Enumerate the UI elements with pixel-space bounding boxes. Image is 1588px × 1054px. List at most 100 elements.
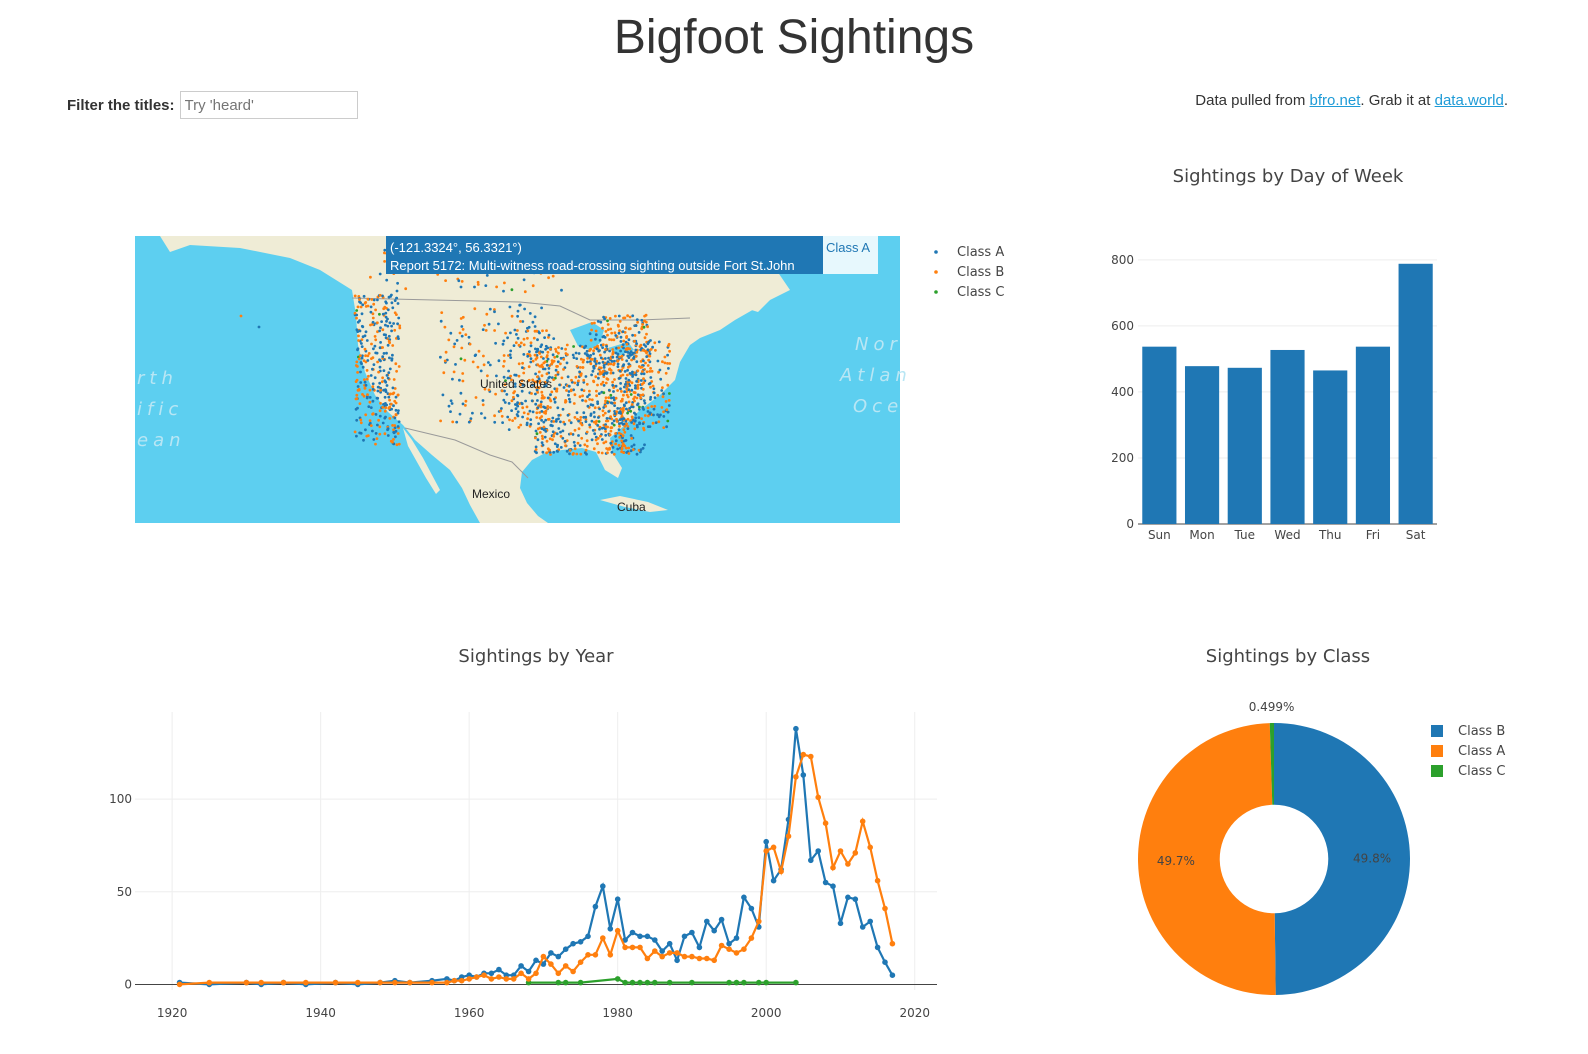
map-sighting-dot bbox=[537, 370, 541, 374]
map-sighting-dot bbox=[257, 325, 261, 329]
map-sighting-dot bbox=[554, 368, 558, 372]
map-sighting-dot bbox=[604, 396, 608, 400]
map-sighting-dot bbox=[539, 403, 543, 406]
year-series-point-a bbox=[793, 725, 799, 732]
map-legend-class-b[interactable]: Class B bbox=[957, 265, 1004, 280]
map-sighting-dot bbox=[589, 403, 593, 407]
map-sighting-dot bbox=[356, 385, 360, 388]
map-legend-class-a[interactable]: Class A bbox=[957, 245, 1004, 260]
year-series-point-a bbox=[652, 937, 658, 943]
map-sighting-dot bbox=[602, 315, 605, 319]
map-sighting-dot bbox=[395, 369, 398, 373]
map-sighting-dot bbox=[473, 285, 476, 289]
map-sighting-dot bbox=[540, 363, 544, 367]
map-sighting-dot bbox=[586, 354, 590, 357]
map-sighting-dot bbox=[526, 354, 530, 358]
map-sighting-dot bbox=[608, 338, 611, 341]
year-series-point-a bbox=[637, 933, 643, 940]
map-sighting-dot bbox=[612, 452, 616, 456]
map-sighting-dot bbox=[585, 444, 589, 448]
map-sighting-dot bbox=[500, 414, 504, 418]
map-sighting-dot bbox=[525, 405, 529, 409]
year-series-point-c bbox=[622, 979, 628, 986]
map-sighting-dot bbox=[596, 383, 599, 387]
map-sighting-dot bbox=[616, 389, 619, 392]
map-sighting-dot bbox=[609, 393, 613, 397]
year-series-point-b bbox=[852, 850, 859, 856]
bfro-link[interactable]: bfro.net bbox=[1309, 92, 1361, 109]
map-sighting-dot bbox=[373, 335, 377, 338]
map-sighting-dot bbox=[544, 347, 547, 351]
map-sighting-dot bbox=[555, 389, 559, 393]
year-series-point-a bbox=[711, 927, 717, 934]
filter-label: Filter the titles: bbox=[67, 96, 175, 114]
map-sighting-dot bbox=[628, 315, 632, 319]
map-sighting-dot bbox=[477, 349, 481, 353]
map-sighting-dot bbox=[364, 428, 367, 432]
map-sighting-dot bbox=[537, 386, 540, 390]
map-sighting-dot bbox=[526, 417, 529, 421]
map-sighting-dot bbox=[525, 423, 529, 427]
year-series-line-b bbox=[179, 753, 894, 986]
map-sighting-dot bbox=[583, 443, 587, 447]
map-sighting-dot bbox=[642, 399, 646, 402]
map-sighting-dot bbox=[584, 375, 588, 378]
map-sighting-dot bbox=[488, 363, 492, 367]
map-sighting-dot bbox=[628, 364, 632, 368]
map-sighting-dot bbox=[502, 364, 505, 368]
map-sighting-dot bbox=[605, 377, 609, 381]
map-sighting-dot bbox=[601, 413, 605, 417]
map-sighting-dot bbox=[616, 352, 620, 356]
map-sighting-dot bbox=[545, 439, 549, 443]
year-series-point-b bbox=[733, 950, 740, 956]
map-sighting-dot bbox=[607, 388, 611, 392]
map-sighting-dot bbox=[512, 395, 515, 399]
map-sighting-dot bbox=[519, 423, 523, 427]
year-series-point-b bbox=[444, 979, 450, 986]
map-sighting-dot bbox=[637, 407, 641, 411]
map-sighting-dot bbox=[578, 366, 582, 369]
data-world-link[interactable]: data.world bbox=[1434, 92, 1504, 109]
map-sighting-dot bbox=[384, 300, 388, 304]
map-legend-class-c[interactable]: Class C bbox=[957, 285, 1004, 300]
map-sighting-dot bbox=[359, 370, 362, 374]
map-sighting-dot bbox=[503, 281, 506, 285]
sightings-map[interactable]: United States Mexico Cuba rth ific ean N… bbox=[135, 236, 912, 523]
day-chart-x-tick: Fri bbox=[1366, 528, 1380, 542]
map-cuba bbox=[600, 496, 668, 512]
map-sighting-dot bbox=[625, 342, 629, 346]
map-sighting-dot bbox=[590, 328, 593, 332]
map-sighting-dot bbox=[625, 422, 628, 426]
map-sighting-dot bbox=[572, 452, 575, 455]
map-sighting-dot bbox=[513, 373, 517, 377]
map-sighting-dot bbox=[589, 347, 592, 351]
map-sighting-dot bbox=[633, 411, 636, 415]
map-sighting-dot bbox=[522, 371, 526, 375]
map-sighting-dot bbox=[378, 425, 382, 429]
map-sighting-dot bbox=[610, 450, 614, 454]
map-sighting-dot bbox=[579, 452, 583, 456]
map-sighting-dot bbox=[396, 425, 400, 428]
map-sighting-dot bbox=[455, 339, 459, 342]
map-sighting-dot bbox=[355, 378, 359, 382]
map-sighting-dot bbox=[618, 320, 622, 323]
year-series-point-a bbox=[548, 950, 554, 956]
year-series-point-a bbox=[845, 894, 851, 901]
map-sighting-dot bbox=[626, 395, 630, 399]
map-sighting-dot bbox=[594, 333, 598, 337]
map-sighting-dot bbox=[630, 421, 633, 424]
map-sighting-dot bbox=[371, 316, 375, 320]
year-series-point-a bbox=[488, 970, 495, 977]
map-sighting-dot bbox=[622, 393, 625, 397]
map-sighting-dot bbox=[584, 399, 587, 403]
filter-input[interactable] bbox=[179, 91, 358, 119]
map-sighting-dot bbox=[371, 320, 375, 324]
map-sighting-dot bbox=[531, 359, 535, 363]
map-sighting-dot bbox=[358, 402, 362, 405]
map-sighting-dot bbox=[528, 312, 532, 315]
map-sighting-dot bbox=[393, 328, 397, 332]
day-chart-x-tick: Sun bbox=[1148, 528, 1171, 542]
map-sighting-dot bbox=[518, 303, 522, 307]
map-sighting-dot bbox=[664, 371, 668, 375]
map-sighting-dot bbox=[629, 409, 633, 413]
